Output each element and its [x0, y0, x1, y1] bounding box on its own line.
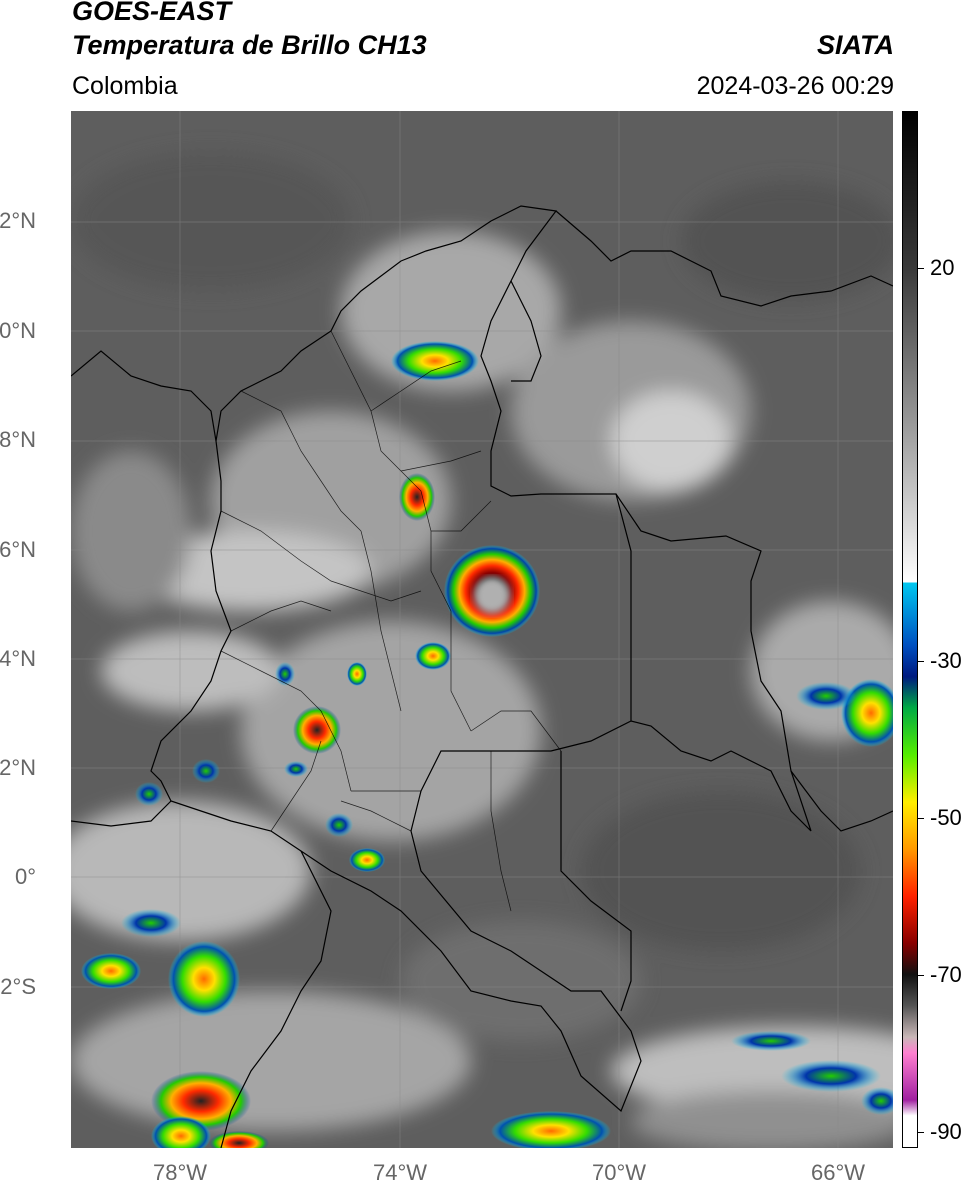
- lat-tick-label: 10°N: [0, 318, 36, 343]
- lon-tick-label: 70°W: [591, 1160, 647, 1185]
- colorbar-tick-mark: [918, 975, 924, 977]
- convective-cells: [81, 341, 893, 1148]
- lat-tick-label: 2°S: [0, 974, 36, 999]
- satellite-map: [71, 111, 893, 1148]
- colorbar-tick-mark: [918, 818, 924, 820]
- colorbar-tick-label: -50: [930, 805, 962, 831]
- lat-tick-label: 4°N: [0, 646, 36, 671]
- agency-label: SIATA: [817, 30, 894, 60]
- lat-tick-label: 0°: [14, 864, 36, 889]
- country-borders: [71, 205, 893, 1148]
- colorbar-tick-mark: [918, 660, 924, 662]
- lat-tick-label: 12°N: [0, 208, 36, 233]
- colorbar-tick-label: 20: [930, 255, 955, 281]
- colorbar-tick-label: -70: [930, 962, 962, 988]
- department-borders: [220, 330, 562, 912]
- region-label: Colombia: [72, 72, 178, 100]
- timestamp-label: 2024-03-26 00:29: [696, 72, 894, 100]
- lat-tick-label: 2°N: [0, 755, 36, 780]
- product-title: Temperatura de Brillo CH13: [72, 30, 427, 60]
- lat-tick-label: 8°N: [0, 427, 36, 452]
- temperature-colorbar: [902, 111, 918, 1148]
- colorbar-tick-label: -90: [930, 1119, 962, 1145]
- lon-tick-label: 66°W: [810, 1160, 866, 1185]
- colorbar-tick-label: -30: [930, 647, 962, 673]
- colorbar-tick-mark: [918, 268, 924, 270]
- satellite-title: GOES-EAST: [72, 0, 232, 26]
- colorbar-tick-mark: [918, 1132, 924, 1134]
- lon-tick-label: 74°W: [372, 1160, 428, 1185]
- lon-tick-label: 78°W: [152, 1160, 208, 1185]
- lat-tick-label: 6°N: [0, 537, 36, 562]
